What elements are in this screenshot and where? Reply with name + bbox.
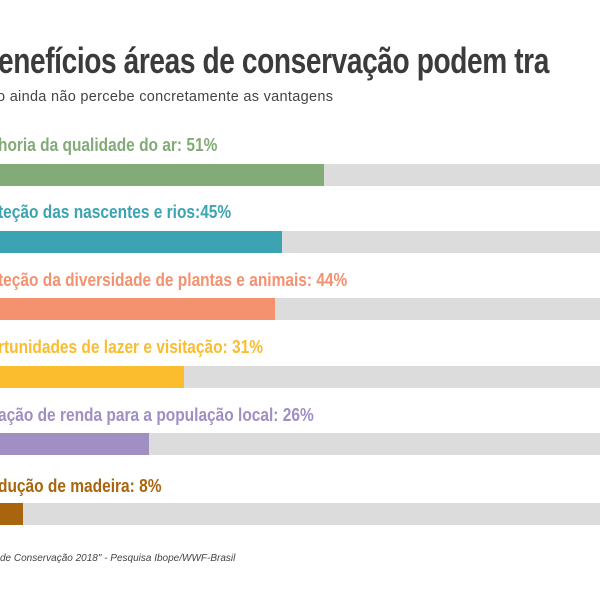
bar xyxy=(0,433,149,455)
source-note: de Conservação 2018" - Pesquisa Ibope/WW… xyxy=(0,553,236,564)
bar-label: ação de renda para a população local: 26… xyxy=(0,405,314,425)
bar-track xyxy=(0,164,600,186)
bar-label: teção das nascentes e rios:45% xyxy=(0,202,232,222)
bar xyxy=(0,366,184,388)
bar-track xyxy=(0,366,600,388)
bar-label: rtunidades de lazer e visitação: 31% xyxy=(0,337,264,357)
bar-label: horia da qualidade do ar: 51% xyxy=(0,135,218,155)
bar-track xyxy=(0,231,600,253)
bar xyxy=(0,164,324,186)
bar-track xyxy=(0,433,600,455)
bar-label: teção da diversidade de plantas e animai… xyxy=(0,270,348,290)
bar xyxy=(0,503,23,525)
bar xyxy=(0,298,275,320)
bar-label: dução de madeira: 8% xyxy=(0,476,162,496)
chart-subtitle: o ainda não percebe concretamente as van… xyxy=(0,89,334,105)
bar xyxy=(0,231,282,253)
bar-track xyxy=(0,503,600,525)
bar-track xyxy=(0,298,600,320)
chart-title: enefícios áreas de conservação podem tra xyxy=(0,40,549,81)
